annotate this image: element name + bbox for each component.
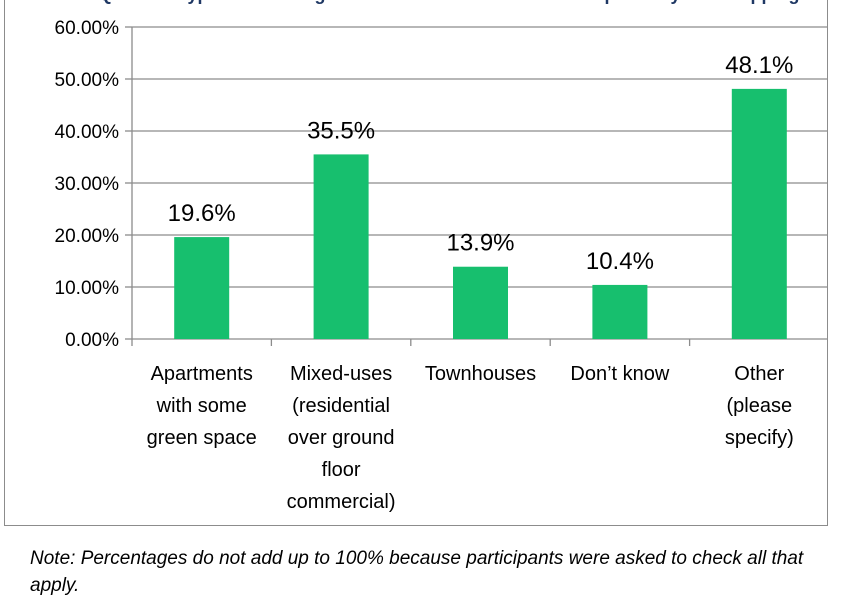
data-label: 19.6% (168, 200, 236, 227)
category-label-line: Other (734, 363, 784, 385)
bar (174, 237, 230, 339)
bar (592, 284, 648, 339)
category-label-line: floor (322, 459, 361, 481)
y-tick-label: 60.00% (55, 18, 120, 39)
category-label-line: commercial) (287, 491, 396, 513)
category-label-line: green space (147, 427, 257, 449)
category-label-line: Mixed-uses (290, 363, 392, 385)
chart-frame: Q. Which types of housing would be welco… (4, 0, 828, 526)
category-label-line: specify) (725, 427, 794, 449)
bar-chart: Q. Which types of housing would be welco… (55, 0, 828, 513)
y-tick-label: 40.00% (55, 122, 120, 143)
chart-title: Q. Which types of housing would be welco… (98, 0, 828, 4)
data-label: 13.9% (446, 230, 514, 257)
category-label-line: (residential (292, 395, 390, 417)
category-label-line: (please (726, 395, 792, 417)
chart-note: Note: Percentages do not add up to 100% … (30, 548, 804, 596)
category-label: Apartments with some green space (147, 363, 257, 449)
data-label: 48.1% (725, 52, 793, 79)
category-label: Mixed-uses (residential over ground floor co… (287, 363, 396, 513)
category-label: Don’t know (570, 363, 669, 385)
category-label-line: over ground (288, 427, 395, 449)
bar (453, 266, 508, 339)
data-label: 35.5% (307, 117, 375, 144)
bar (313, 154, 369, 339)
y-tick-label: 30.00% (55, 174, 120, 195)
y-tick-label: 20.00% (55, 226, 120, 247)
category-label: Townhouses (425, 363, 536, 385)
y-tick-label: 50.00% (55, 70, 120, 91)
data-label: 10.4% (586, 248, 654, 275)
category-label: Other (please specify) (725, 363, 794, 449)
category-label-line: Townhouses (425, 363, 536, 385)
category-label-line: with some (156, 395, 247, 417)
category-label-line: Apartments (151, 363, 253, 385)
bar (731, 88, 787, 339)
category-label-line: Don’t know (570, 363, 669, 385)
y-tick-label: 0.00% (65, 330, 119, 351)
y-tick-label: 10.00% (55, 278, 120, 299)
